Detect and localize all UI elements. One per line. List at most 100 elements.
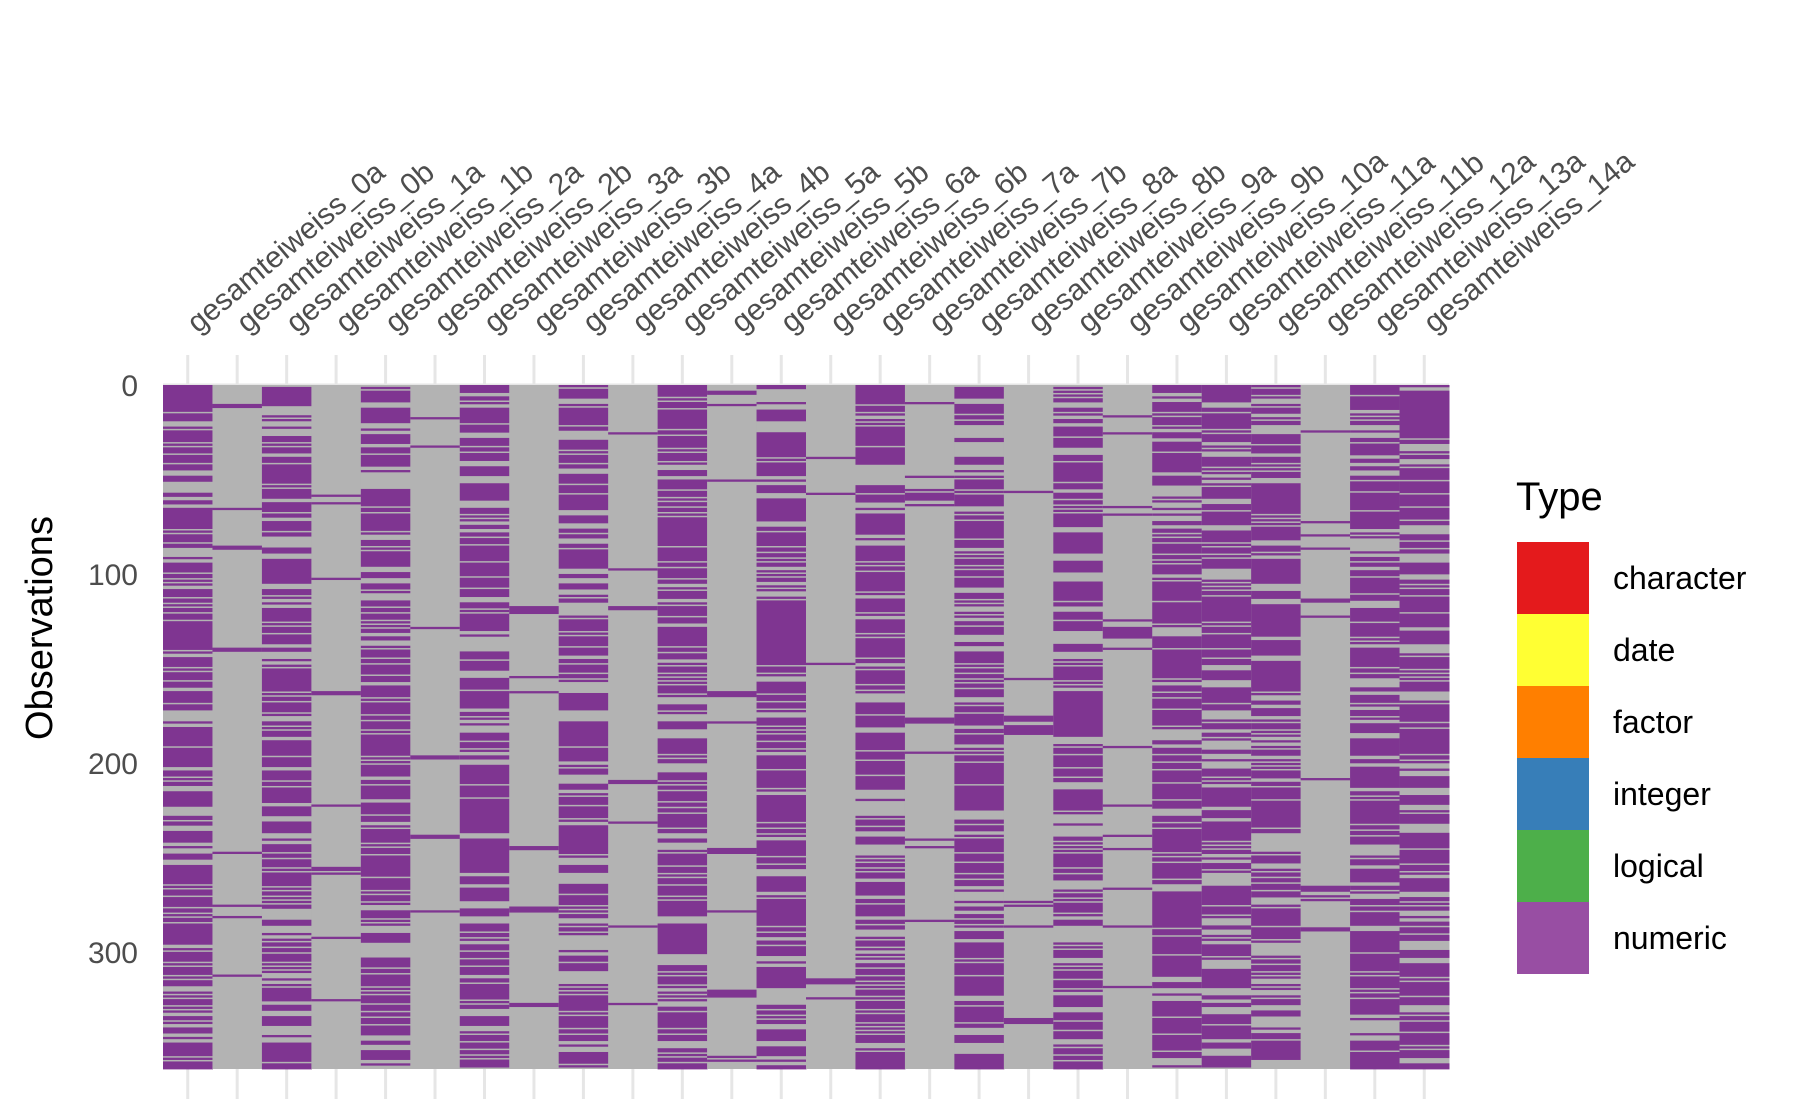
numeric-tile xyxy=(459,691,510,709)
numeric-tile xyxy=(1251,927,1302,940)
numeric-tile xyxy=(1399,921,1450,926)
numeric-tile xyxy=(954,456,1005,465)
numeric-tile xyxy=(1201,732,1252,737)
numeric-tile xyxy=(855,732,906,751)
numeric-tile xyxy=(360,785,411,800)
numeric-tile xyxy=(1201,938,1252,941)
numeric-tile xyxy=(657,849,708,853)
numeric-tile xyxy=(558,598,609,603)
numeric-tile xyxy=(163,951,213,962)
numeric-tile xyxy=(1251,787,1302,800)
numeric-tile xyxy=(558,1012,609,1015)
numeric-tile xyxy=(163,543,213,548)
numeric-tile xyxy=(1399,677,1450,681)
numeric-tile xyxy=(954,728,1005,734)
numeric-tile xyxy=(311,804,362,807)
numeric-tile xyxy=(1152,441,1203,452)
numeric-tile xyxy=(855,863,906,868)
numeric-tile xyxy=(1053,621,1104,632)
numeric-tile xyxy=(1201,957,1252,960)
numeric-tile xyxy=(163,430,213,443)
numeric-tile xyxy=(1053,893,1104,898)
numeric-tile xyxy=(1251,456,1302,463)
numeric-tile xyxy=(954,931,1005,940)
numeric-tile xyxy=(657,666,708,673)
missing-column-bg xyxy=(311,385,362,1069)
numeric-tile xyxy=(1152,521,1203,526)
numeric-tile xyxy=(558,632,609,635)
numeric-tile xyxy=(360,513,411,531)
numeric-tile xyxy=(855,819,906,826)
numeric-tile xyxy=(163,1021,213,1025)
numeric-tile xyxy=(904,838,955,841)
numeric-tile xyxy=(558,692,609,711)
numeric-tile xyxy=(1300,898,1351,902)
numeric-tile xyxy=(558,407,609,426)
numeric-tile xyxy=(558,864,609,873)
numeric-tile xyxy=(954,494,1005,507)
numeric-tile xyxy=(1251,745,1302,749)
numeric-tile xyxy=(855,507,906,511)
numeric-tile xyxy=(261,502,312,512)
numeric-tile xyxy=(261,521,312,531)
numeric-tile xyxy=(1201,821,1252,841)
numeric-tile xyxy=(410,910,461,913)
missing-column-bg xyxy=(806,385,856,1069)
numeric-tile xyxy=(954,959,1005,962)
numeric-tile xyxy=(459,798,510,834)
numeric-tile xyxy=(657,617,708,624)
numeric-tile xyxy=(1201,1002,1252,1008)
numeric-tile xyxy=(855,872,906,879)
numeric-tile xyxy=(360,488,411,507)
numeric-tile xyxy=(756,1019,807,1025)
numeric-tile xyxy=(163,917,213,923)
numeric-tile xyxy=(261,664,312,667)
numeric-tile xyxy=(1102,619,1153,622)
numeric-tile xyxy=(163,668,213,671)
numeric-tile xyxy=(1350,475,1401,480)
numeric-tile xyxy=(657,853,708,866)
numeric-tile xyxy=(657,755,708,758)
numeric-tile xyxy=(756,553,807,558)
numeric-tile xyxy=(360,761,411,764)
numeric-tile xyxy=(1251,891,1302,898)
numeric-tile xyxy=(1201,934,1252,938)
numeric-tile xyxy=(1251,526,1302,541)
numeric-tile xyxy=(459,923,510,932)
numeric-tile xyxy=(1251,708,1302,717)
numeric-tile xyxy=(311,872,362,875)
numeric-tile xyxy=(163,727,213,747)
numeric-tile xyxy=(1152,679,1203,683)
numeric-tile xyxy=(954,551,1005,554)
numeric-tile xyxy=(360,829,411,843)
numeric-tile xyxy=(558,1034,609,1042)
numeric-tile xyxy=(1251,407,1302,414)
numeric-tile xyxy=(1201,849,1252,854)
numeric-tile xyxy=(1053,666,1104,681)
numeric-tile xyxy=(1053,1021,1104,1030)
numeric-tile xyxy=(954,621,1005,626)
numeric-tile xyxy=(1399,630,1450,645)
numeric-tile xyxy=(1053,483,1104,490)
numeric-tile xyxy=(657,587,708,590)
numeric-tile xyxy=(657,430,708,435)
numeric-tile xyxy=(904,488,955,492)
numeric-tile xyxy=(1251,471,1302,478)
numeric-tile xyxy=(1251,519,1302,522)
numeric-tile xyxy=(558,806,609,819)
numeric-tile xyxy=(1399,795,1450,805)
numeric-tile xyxy=(756,432,807,458)
numeric-tile xyxy=(1300,547,1351,550)
numeric-tile xyxy=(1350,556,1401,562)
numeric-tile xyxy=(1399,541,1450,548)
numeric-tile xyxy=(1053,560,1104,573)
numeric-tile xyxy=(1053,768,1104,777)
numeric-tile xyxy=(1102,925,1153,928)
numeric-tile xyxy=(1399,1012,1450,1015)
numeric-tile xyxy=(1350,694,1401,703)
legend-key-factor xyxy=(1517,686,1589,758)
numeric-tile xyxy=(261,938,312,941)
numeric-tile xyxy=(1201,670,1252,681)
numeric-tile xyxy=(1201,543,1252,547)
numeric-tile xyxy=(1350,577,1401,594)
